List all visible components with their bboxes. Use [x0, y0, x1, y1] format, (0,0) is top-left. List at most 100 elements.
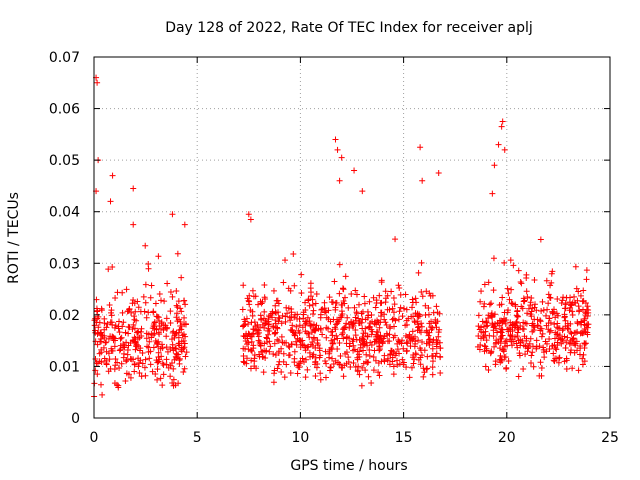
data-point	[345, 304, 352, 311]
data-point	[396, 360, 403, 367]
data-point	[437, 354, 444, 361]
data-point	[399, 356, 406, 363]
data-point	[163, 333, 170, 340]
data-point	[429, 371, 436, 378]
data-point	[145, 260, 152, 267]
data-point	[485, 315, 492, 322]
data-point	[520, 326, 527, 333]
y-tick-label: 0.01	[49, 359, 80, 375]
x-tick-label: 10	[291, 430, 309, 446]
data-point	[376, 343, 383, 350]
data-point	[131, 325, 138, 332]
data-point	[111, 366, 118, 373]
data-point	[524, 294, 531, 301]
data-point	[347, 364, 354, 371]
data-point	[352, 332, 359, 339]
data-point	[508, 286, 515, 293]
data-point	[512, 303, 519, 310]
x-tick-label: 5	[193, 430, 202, 446]
data-point	[129, 300, 136, 307]
data-point	[170, 347, 177, 354]
data-point	[160, 371, 167, 378]
data-point	[116, 318, 123, 325]
data-point	[307, 353, 314, 360]
data-point	[529, 343, 536, 350]
data-point	[518, 280, 525, 287]
data-point	[482, 332, 489, 339]
data-point	[309, 296, 316, 303]
data-point	[481, 281, 488, 288]
data-point	[94, 79, 101, 86]
data-point	[135, 304, 142, 311]
data-point	[303, 330, 310, 337]
data-point	[122, 378, 129, 385]
data-point	[255, 301, 262, 308]
data-point	[287, 327, 294, 334]
data-point	[416, 312, 423, 319]
data-point	[521, 333, 528, 340]
data-point	[378, 309, 385, 316]
data-point	[546, 335, 553, 342]
data-point	[300, 315, 307, 322]
data-point	[148, 334, 155, 341]
data-point	[278, 320, 285, 327]
data-point	[175, 329, 182, 336]
data-point	[496, 356, 503, 363]
data-point	[536, 372, 543, 379]
data-point	[550, 306, 557, 313]
data-point	[181, 314, 188, 321]
data-point	[418, 323, 425, 330]
data-point	[267, 312, 274, 319]
data-point	[561, 314, 568, 321]
data-point	[386, 338, 393, 345]
data-point	[481, 323, 488, 330]
data-point	[302, 374, 309, 381]
data-point	[130, 321, 137, 328]
data-point	[256, 329, 263, 336]
data-point	[366, 323, 373, 330]
data-point	[562, 305, 569, 312]
data-point	[368, 331, 375, 338]
data-point	[559, 327, 566, 334]
data-point	[537, 327, 544, 334]
data-point	[581, 315, 588, 322]
data-point	[504, 309, 511, 316]
data-point	[346, 340, 353, 347]
data-point	[176, 316, 183, 323]
data-point	[136, 359, 143, 366]
data-point	[505, 357, 512, 364]
data-point	[576, 351, 583, 358]
data-point	[116, 347, 123, 354]
data-point	[350, 359, 357, 366]
data-point	[475, 312, 482, 319]
data-point	[430, 336, 437, 343]
data-point	[579, 355, 586, 362]
data-point	[244, 355, 251, 362]
data-point	[96, 358, 103, 365]
data-point	[291, 348, 298, 355]
data-point	[394, 346, 401, 353]
data-point	[180, 297, 187, 304]
data-point	[570, 335, 577, 342]
data-point	[475, 323, 482, 330]
data-point	[270, 351, 277, 358]
data-point	[476, 346, 483, 353]
data-point	[563, 366, 570, 373]
data-point	[485, 366, 492, 373]
data-point	[322, 348, 329, 355]
data-point	[260, 369, 267, 376]
data-point	[506, 296, 513, 303]
data-point	[142, 281, 149, 288]
data-point	[322, 358, 329, 365]
data-point	[370, 367, 377, 374]
data-point	[419, 177, 426, 184]
data-point	[242, 318, 249, 325]
grid-lines	[94, 57, 610, 418]
data-point	[554, 324, 561, 331]
data-point	[317, 314, 324, 321]
data-point	[584, 324, 591, 331]
data-point	[272, 302, 279, 309]
data-point	[515, 267, 522, 274]
data-point	[356, 348, 363, 355]
data-point	[396, 284, 403, 291]
